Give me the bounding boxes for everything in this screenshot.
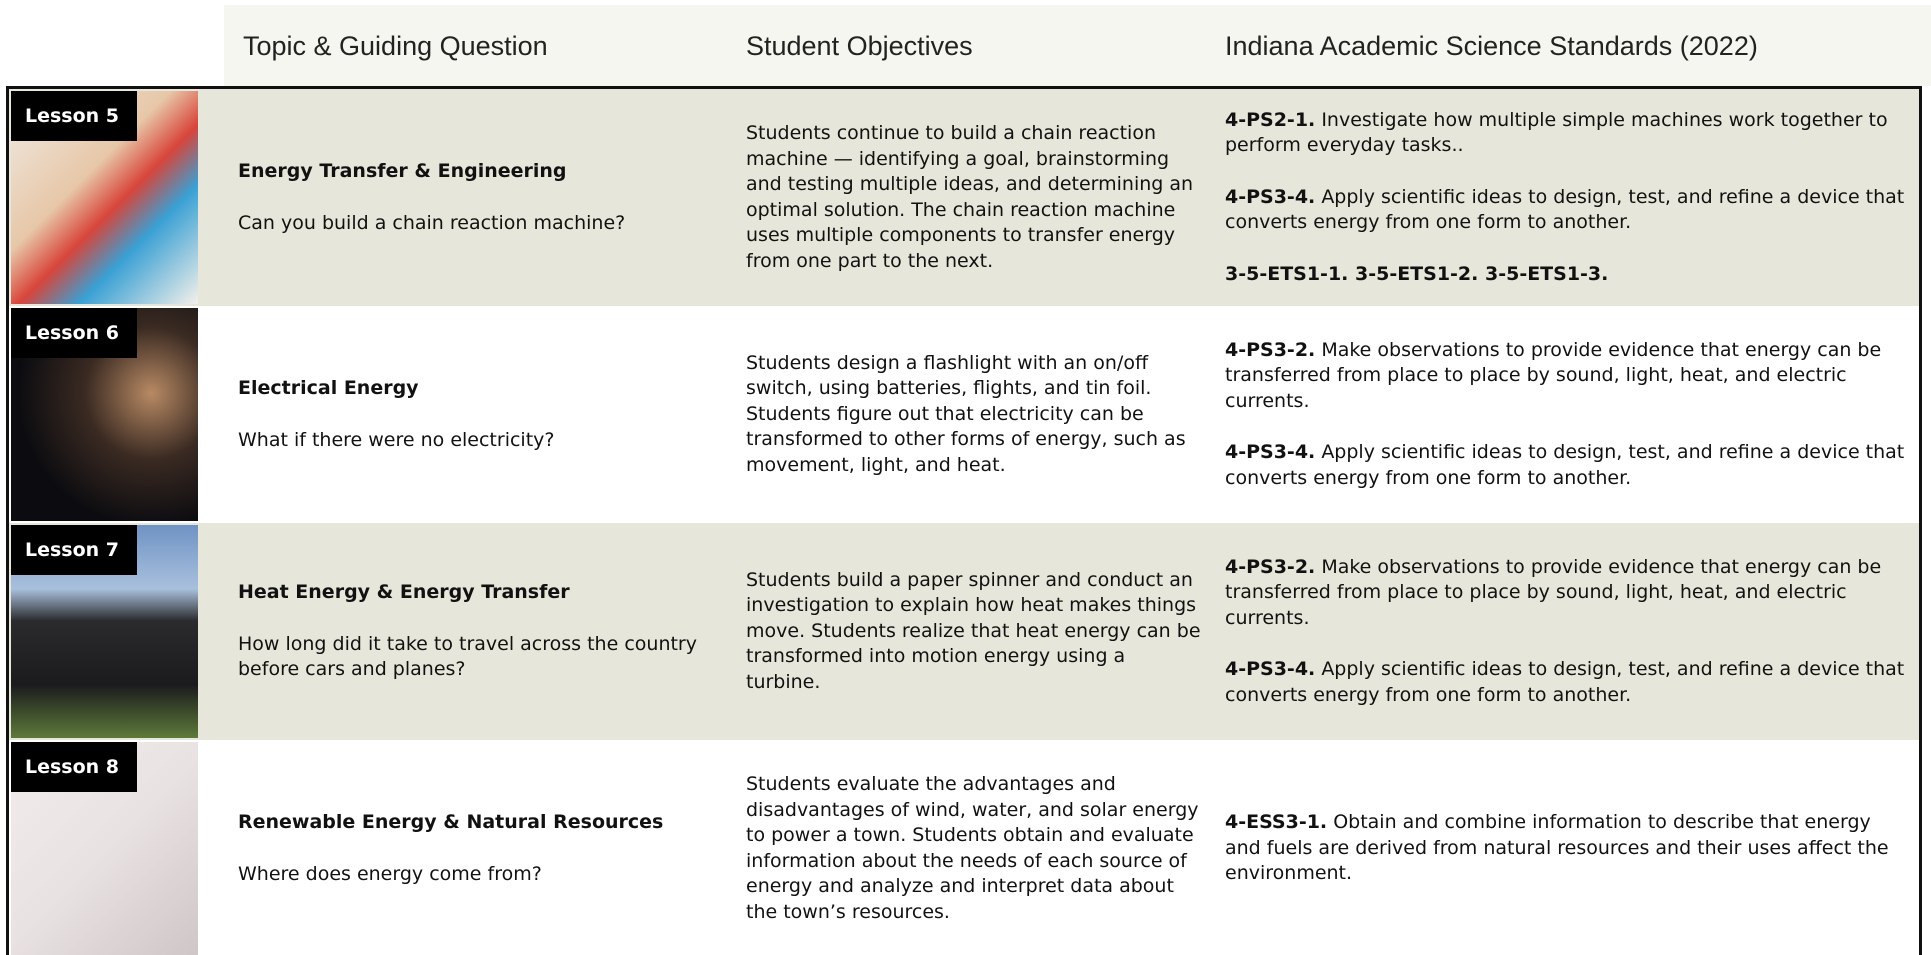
standards-cell: 4-PS3-2. Make observations to provide ev… bbox=[1225, 523, 1905, 740]
objectives-text: Students evaluate the advantages and dis… bbox=[746, 773, 1199, 923]
column-header: Topic & Guiding Question bbox=[243, 31, 548, 61]
standards-cell: 4-ESS3-1. Obtain and combine information… bbox=[1225, 740, 1905, 955]
standard-code: 4-ESS3-1. bbox=[1225, 811, 1328, 834]
column-header: Indiana Academic Science Standards (2022… bbox=[1225, 31, 1758, 61]
standard: 4-PS3-4. Apply scientific ideas to desig… bbox=[1225, 185, 1905, 236]
guiding-question: Where does energy come from? bbox=[238, 862, 542, 885]
guiding-question: Can you build a chain reaction machine? bbox=[238, 211, 626, 234]
topic-title: Electrical Energy bbox=[238, 377, 419, 399]
lesson-table: Lesson 5 Energy Transfer & Engineering Can… bbox=[6, 86, 1922, 955]
topic-cell: Electrical Energy What if there were no e… bbox=[238, 306, 708, 523]
topic-title: Heat Energy & Energy Transfer bbox=[238, 581, 570, 604]
objectives-cell: Students design a flashlight with an on/… bbox=[746, 306, 1201, 523]
topic-cell: Energy Transfer & Engineering Can you bui… bbox=[238, 89, 708, 306]
standard-text: Obtain and combine information to descri… bbox=[1225, 811, 1889, 885]
standard: 3-5-ETS1-1. 3-5-ETS1-2. 3-5-ETS1-3. bbox=[1225, 262, 1905, 288]
standards-cell: 4-PS2-1. Investigate how multiple simple… bbox=[1225, 89, 1905, 306]
standard-text: Make observations to provide evidence th… bbox=[1225, 555, 1882, 629]
standard: 4-ESS3-1. Obtain and combine information… bbox=[1225, 810, 1905, 887]
objectives-text: Students continue to build a chain react… bbox=[746, 122, 1194, 272]
topic-cell: Renewable Energy & Natural Resources Wher… bbox=[238, 740, 708, 955]
standard-code: 4-PS2-1. bbox=[1225, 108, 1316, 131]
objectives-cell: Students build a paper spinner and condu… bbox=[746, 523, 1201, 740]
lesson-row: Lesson 8 Renewable Energy & Natural Resou… bbox=[9, 740, 1919, 955]
objectives-cell: Students evaluate the advantages and dis… bbox=[746, 740, 1201, 955]
standard-text: Apply scientific ideas to design, test, … bbox=[1225, 185, 1905, 234]
topic-title: Renewable Energy & Natural Resources bbox=[238, 811, 664, 833]
standards-cell: 4-PS3-2. Make observations to provide ev… bbox=[1225, 306, 1905, 523]
objectives-cell: Students continue to build a chain react… bbox=[746, 89, 1201, 306]
standard-text: Make observations to provide evidence th… bbox=[1225, 338, 1882, 412]
lesson-row: Lesson 5 Energy Transfer & Engineering Can… bbox=[9, 89, 1919, 306]
header: Topic & Guiding Question Student Objecti… bbox=[224, 5, 1931, 86]
standard: 4-PS3-4. Apply scientific ideas to desig… bbox=[1225, 657, 1905, 708]
objectives-text: Students build a paper spinner and condu… bbox=[746, 568, 1201, 693]
objectives-text: Students design a flashlight with an on/… bbox=[746, 351, 1186, 476]
topic-title: Energy Transfer & Engineering bbox=[238, 160, 567, 182]
guiding-question: How long did it take to travel across th… bbox=[238, 632, 697, 681]
column-header: Student Objectives bbox=[746, 31, 973, 61]
standard-code: 3-5-ETS1-1. 3-5-ETS1-2. 3-5-ETS1-3. bbox=[1225, 262, 1609, 285]
lesson-row: Lesson 6 Electrical Energy What if there w… bbox=[9, 306, 1919, 523]
standard-text: Apply scientific ideas to design, test, … bbox=[1225, 658, 1905, 706]
standard-code: 4-PS3-4. bbox=[1225, 658, 1316, 681]
standard: 4-PS2-1. Investigate how multiple simple… bbox=[1225, 108, 1905, 159]
lesson-label: Lesson 6 bbox=[11, 308, 138, 358]
standard-text: Apply scientific ideas to design, test, … bbox=[1225, 441, 1905, 489]
lesson-photo: Lesson 7 bbox=[11, 525, 198, 738]
lesson-label: Lesson 5 bbox=[11, 91, 138, 141]
guiding-question: What if there were no electricity? bbox=[238, 428, 555, 451]
standard-text: Investigate how multiple simple machines… bbox=[1225, 108, 1888, 157]
standard-code: 4-PS3-4. bbox=[1225, 185, 1316, 208]
lesson-row: Lesson 7 Heat Energy & Energy Transfer How… bbox=[9, 523, 1919, 740]
lesson-photo: Lesson 8 bbox=[11, 742, 198, 955]
lesson-label: Lesson 7 bbox=[11, 525, 138, 575]
standard: 4-PS3-2. Make observations to provide ev… bbox=[1225, 338, 1905, 415]
standard: 4-PS3-4. Apply scientific ideas to desig… bbox=[1225, 440, 1905, 491]
standard-code: 4-PS3-2. bbox=[1225, 555, 1316, 578]
lesson-photo: Lesson 5 bbox=[11, 91, 198, 304]
standard: 4-PS3-2. Make observations to provide ev… bbox=[1225, 555, 1905, 632]
lesson-label: Lesson 8 bbox=[11, 742, 138, 792]
standard-code: 4-PS3-2. bbox=[1225, 338, 1316, 361]
topic-cell: Heat Energy & Energy Transfer How long di… bbox=[238, 523, 708, 740]
standard-code: 4-PS3-4. bbox=[1225, 441, 1316, 464]
lesson-photo: Lesson 6 bbox=[11, 308, 198, 521]
